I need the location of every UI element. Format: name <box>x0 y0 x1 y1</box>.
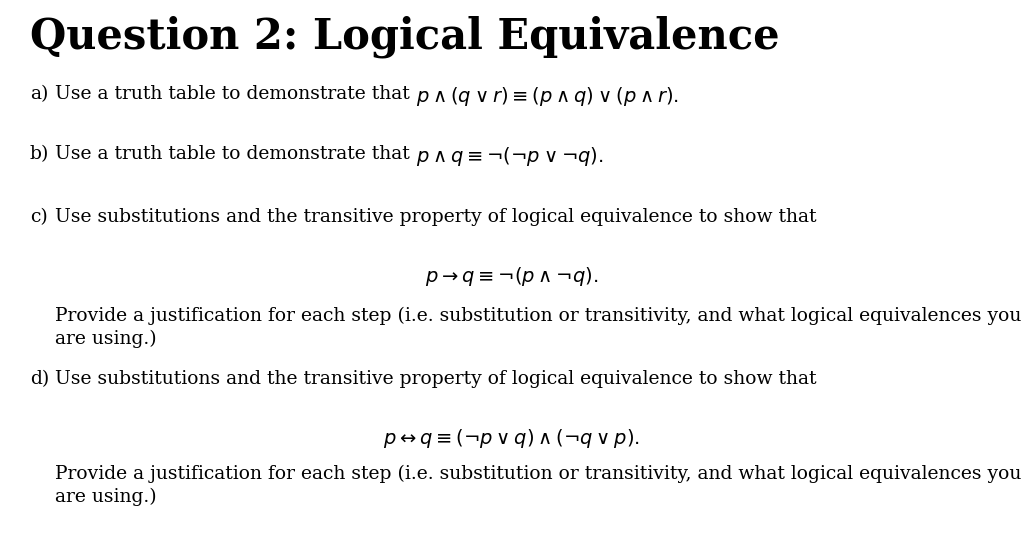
Text: $p \wedge q \equiv \neg(\neg p \vee \neg q).$: $p \wedge q \equiv \neg(\neg p \vee \neg… <box>416 145 603 168</box>
Text: a): a) <box>30 85 48 103</box>
Text: b): b) <box>30 145 49 163</box>
Text: $p \wedge (q \vee r) \equiv (p \wedge q) \vee (p \wedge r).$: $p \wedge (q \vee r) \equiv (p \wedge q)… <box>416 85 679 108</box>
Text: Provide a justification for each step (i.e. substitution or transitivity, and wh: Provide a justification for each step (i… <box>55 307 1021 325</box>
Text: $p \rightarrow q \equiv \neg(p \wedge \neg q).$: $p \rightarrow q \equiv \neg(p \wedge \n… <box>425 265 599 288</box>
Text: c): c) <box>30 208 48 226</box>
Text: are using.): are using.) <box>55 330 157 348</box>
Text: Provide a justification for each step (i.e. substitution or transitivity, and wh: Provide a justification for each step (i… <box>55 465 1021 483</box>
Text: Question 2: Logical Equivalence: Question 2: Logical Equivalence <box>30 15 779 58</box>
Text: Use substitutions and the transitive property of logical equivalence to show tha: Use substitutions and the transitive pro… <box>55 208 816 226</box>
Text: d): d) <box>30 370 49 388</box>
Text: Use a truth table to demonstrate that: Use a truth table to demonstrate that <box>55 145 416 163</box>
Text: Use substitutions and the transitive property of logical equivalence to show tha: Use substitutions and the transitive pro… <box>55 370 816 388</box>
Text: Use a truth table to demonstrate that: Use a truth table to demonstrate that <box>55 85 416 103</box>
Text: are using.): are using.) <box>55 488 157 506</box>
Text: $p \leftrightarrow q \equiv (\neg p \vee q) \wedge (\neg q \vee p).$: $p \leftrightarrow q \equiv (\neg p \vee… <box>383 427 641 450</box>
